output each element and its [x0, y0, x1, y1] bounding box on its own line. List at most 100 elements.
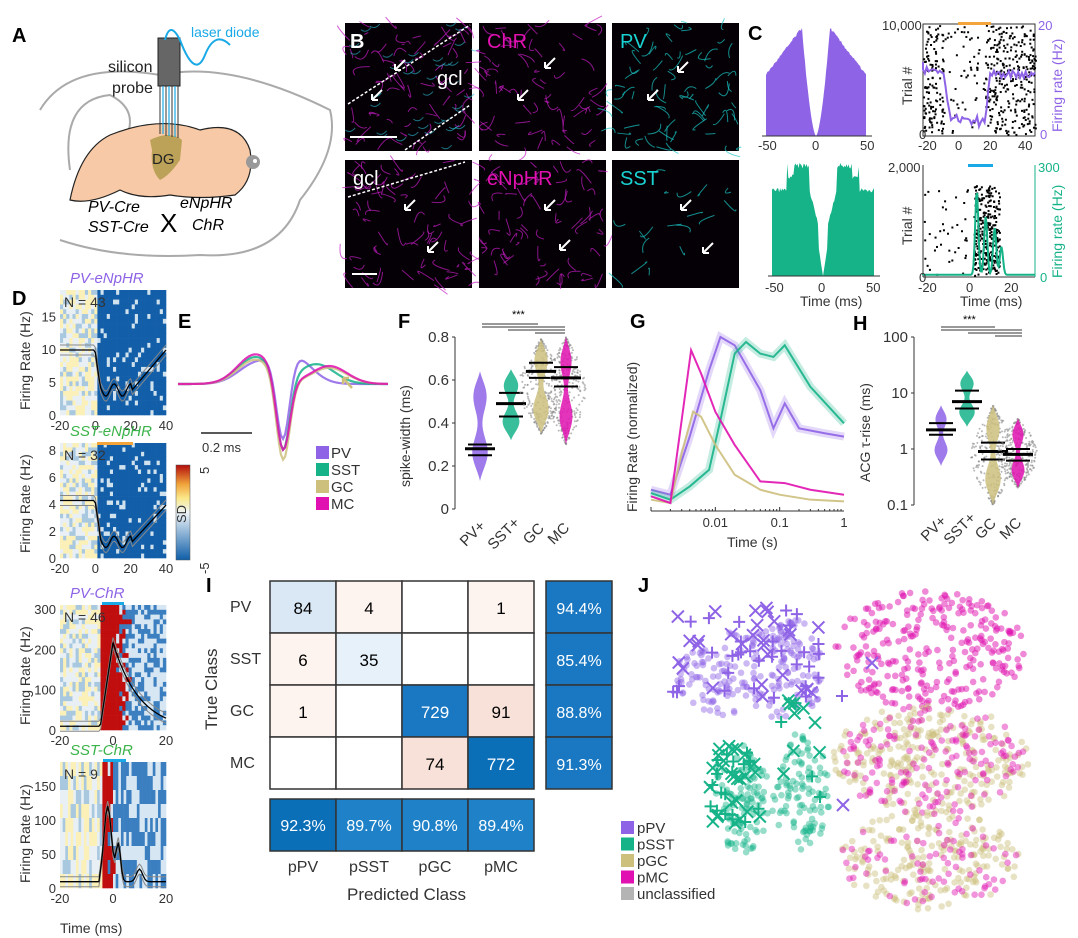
- heatmap-cell: [128, 518, 133, 523]
- raster-spike: [981, 199, 984, 202]
- heatmap-cell: [134, 473, 139, 479]
- heatmap-cell: [75, 456, 80, 461]
- heatmap-cell: [131, 509, 136, 515]
- heatmap-cell: [110, 874, 114, 889]
- raster-spike: [1028, 81, 1031, 84]
- heatmap-cell: [106, 720, 111, 726]
- raster-spike: [988, 200, 991, 203]
- heatmap-cell: [139, 790, 143, 805]
- heatmap-cell: [113, 677, 117, 683]
- heatmap-cell: [97, 318, 101, 324]
- heatmap-cell: [153, 338, 157, 344]
- x-tick: 0: [92, 418, 99, 433]
- heatmap-cell: [78, 362, 83, 368]
- violin-point: [571, 357, 574, 360]
- dg-region: [150, 135, 182, 180]
- heatmap-cell: [84, 653, 89, 659]
- heatmap-cell: [141, 451, 145, 457]
- heatmap-cell: [60, 672, 64, 678]
- violin-point: [548, 382, 551, 385]
- heatmap-cell: [113, 395, 117, 401]
- heatmap-cell: [125, 614, 129, 620]
- neurite: [494, 80, 498, 94]
- heatmap-cell: [60, 638, 64, 644]
- heatmap-cell: [128, 619, 133, 625]
- raster-spike: [1020, 109, 1023, 112]
- heatmap-cell: [60, 720, 64, 726]
- heatmap-cell: [81, 522, 86, 528]
- raster-spike: [1029, 91, 1032, 94]
- raster-spike: [998, 111, 1001, 114]
- y-tick: 0.4: [428, 415, 449, 432]
- heatmap-cell: [103, 648, 108, 654]
- heatmap-cell: [134, 482, 139, 488]
- heatmap-cell: [125, 527, 129, 532]
- heatmap-cell: [66, 657, 70, 663]
- heatmap-cell: [91, 456, 95, 461]
- violin-point: [558, 406, 561, 409]
- heatmap-cell: [78, 451, 83, 457]
- heatmap-cell: [88, 691, 92, 697]
- x-tick: -20: [51, 733, 70, 748]
- heatmap-cell: [78, 681, 83, 688]
- heatmap-cell: [81, 410, 86, 416]
- violin-point: [548, 416, 551, 419]
- raster-top-ymin: 0: [919, 127, 926, 142]
- raster-spike: [993, 214, 996, 217]
- raster-spike: [1030, 130, 1033, 133]
- raster-spike: [986, 41, 989, 44]
- raster-spike: [1008, 37, 1011, 40]
- heatmap-cell: [116, 691, 120, 697]
- neurite: [488, 229, 501, 235]
- heatmap-cell: [136, 860, 140, 875]
- heatmap-cell: [75, 818, 79, 833]
- heatmap-cell: [84, 390, 89, 397]
- heatmap-cell: [109, 451, 114, 457]
- heatmap-cell: [72, 720, 76, 726]
- heatmap-cell: [78, 776, 82, 791]
- heatmap-cell: [75, 653, 80, 659]
- heatmap-cell: [60, 451, 64, 457]
- heatmap-cell: [75, 460, 80, 466]
- raster-top-xt2: 20: [983, 138, 997, 153]
- raster-spike: [1005, 83, 1008, 86]
- heatmap-cell: [144, 762, 148, 777]
- heatmap-cell: [69, 333, 73, 339]
- heatmap-cell: [60, 696, 64, 702]
- neurite: [372, 176, 388, 186]
- heatmap-cell: [125, 451, 129, 457]
- heatmap-cell: [162, 342, 167, 348]
- heatmap-cell: [91, 465, 95, 470]
- neurite: [596, 23, 603, 36]
- heatmap-cell: [97, 347, 101, 353]
- heatmap-cell: [131, 294, 136, 300]
- heatmap-cell: [106, 553, 111, 559]
- heatmap-cell: [106, 643, 111, 649]
- heatmap-cell: [156, 701, 161, 707]
- heatmap-cell: [72, 549, 76, 554]
- heatmap-cell: [97, 633, 101, 639]
- heatmap-cell: [88, 473, 92, 479]
- heatmap-cell: [134, 347, 139, 353]
- heatmap-cell: [94, 720, 98, 726]
- heatmap-cell: [119, 624, 123, 630]
- heatmap-cell: [150, 504, 154, 510]
- raster-spike: [952, 99, 955, 102]
- heatmap-cell: [72, 540, 76, 546]
- neurite: [344, 127, 356, 133]
- heatmap-cell: [134, 818, 138, 833]
- heatmap-cell: [144, 549, 148, 554]
- heatmap-cell: [162, 366, 167, 373]
- neurite: [418, 124, 429, 130]
- heatmap-cell: [116, 371, 120, 377]
- heatmap-cell: [103, 323, 108, 329]
- heatmap-cell: [113, 681, 117, 688]
- heatmap-cell: [147, 619, 151, 625]
- heatmap-cell: [125, 318, 129, 324]
- heatmap-cell: [60, 705, 64, 712]
- violin-point: [545, 425, 548, 428]
- heatmap-cell: [162, 333, 167, 339]
- heatmap-cell: [141, 465, 145, 470]
- neurite: [726, 108, 736, 121]
- neurite: [403, 70, 414, 75]
